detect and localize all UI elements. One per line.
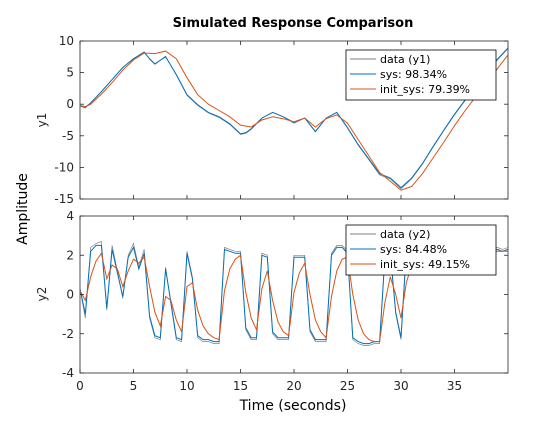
x-tick-label: 5	[130, 379, 138, 393]
y2-axis-label: y2	[35, 287, 49, 302]
x-tick-label: 20	[286, 379, 301, 393]
legend-label-data: data (y2)	[380, 228, 430, 241]
legend-label-sys: sys: 98.34%	[380, 68, 447, 81]
y-tick-label: 0	[66, 97, 74, 111]
x-tick-label: 25	[340, 379, 355, 393]
chart-title: Simulated Response Comparison	[173, 16, 414, 31]
series-line-init_sys	[80, 50, 508, 191]
legend-label-init_sys: init_sys: 49.15%	[380, 258, 470, 271]
legend-box	[345, 224, 497, 276]
legend-label-sys: sys: 84.48%	[380, 243, 447, 256]
legend-label-init_sys: init_sys: 79.39%	[380, 83, 470, 96]
x-axis-label: Time (seconds)	[239, 398, 347, 414]
x-tick-label: 30	[393, 379, 408, 393]
y1-axis-label: y1	[35, 113, 49, 128]
x-tick-label: 35	[447, 379, 462, 393]
legend-box	[345, 49, 497, 101]
series-lines	[80, 47, 508, 191]
panel-y1: y1 10 5 0 -5 -10 -15 data (y1) sys: 98.34% init_…	[35, 34, 509, 206]
y-tick-label: -10	[54, 160, 74, 174]
y-tick-label: -4	[62, 366, 74, 380]
y-tick-label: -5	[62, 129, 74, 143]
x-tick-label: 0	[76, 379, 84, 393]
x-tick-label: 10	[179, 379, 194, 393]
y-tick-label: 4	[66, 209, 74, 223]
y-tick-label: -2	[62, 327, 74, 341]
y-tick-label: 10	[59, 34, 74, 48]
y-tick-label: -15	[54, 192, 74, 206]
legend: data (y1) sys: 98.34% init_sys: 79.39%	[345, 49, 497, 101]
legend-label-data: data (y1)	[380, 53, 430, 66]
legend: data (y2) sys: 84.48% init_sys: 49.15%	[345, 224, 497, 276]
y-axis-label: Amplitude	[15, 173, 31, 245]
x-tick-label: 15	[233, 379, 248, 393]
y-tick-label: 5	[66, 66, 74, 80]
y-tick-label: 2	[66, 248, 74, 262]
y-tick-label: 0	[66, 288, 74, 302]
